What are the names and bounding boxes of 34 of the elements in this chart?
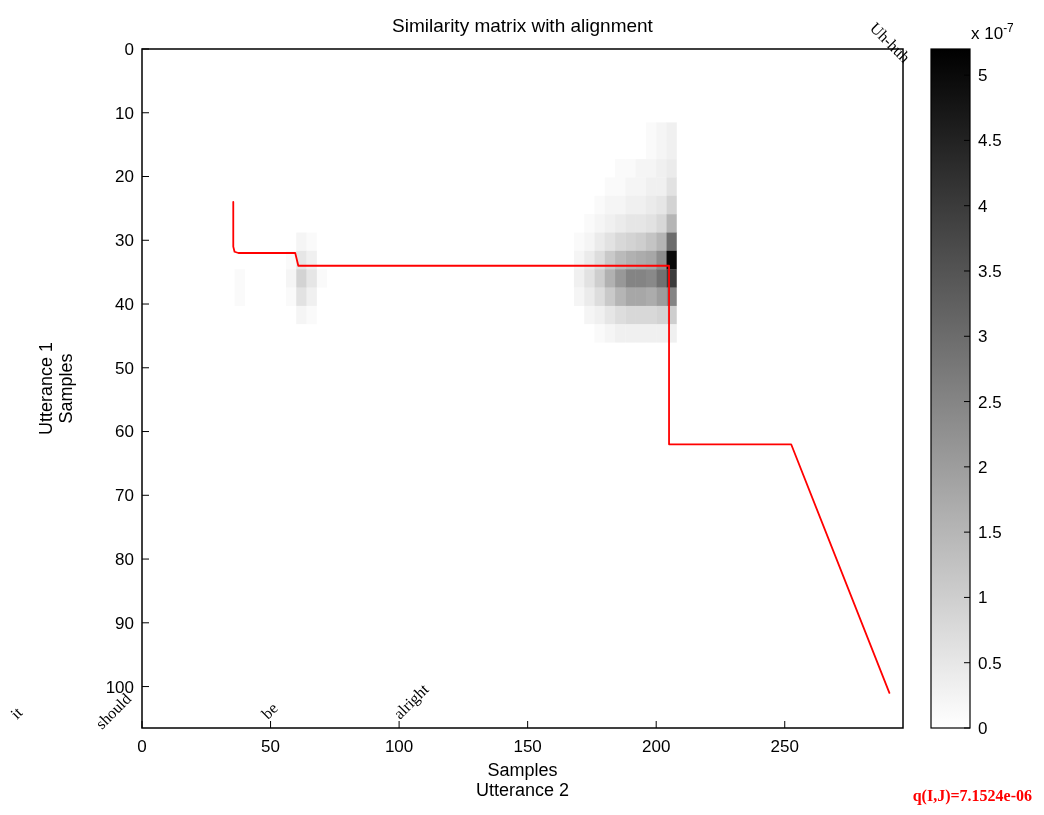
- color-bar-label: 0: [978, 718, 988, 738]
- x-axis-title: Samples Utterance 2: [475, 760, 570, 800]
- color-bar-label: 0.5: [978, 653, 1002, 673]
- y-tick-label: 0: [124, 39, 134, 59]
- y-axis-title: Utterance 1 Samples: [36, 341, 76, 436]
- text: it: [7, 703, 26, 723]
- color-bar-title: x 10$^{-7}$: [971, 21, 1015, 43]
- chart-title: Similarity matrix with alignment: [392, 15, 654, 36]
- x-tick-label: 150: [513, 737, 542, 756]
- color-bar-label: 3: [978, 327, 988, 347]
- y-tick-label: 80: [115, 550, 134, 569]
- x-tick-label: 0: [137, 737, 147, 756]
- x-tick-label: 50: [261, 737, 281, 756]
- annotation: be: [258, 699, 281, 723]
- y-tick-label: 60: [115, 422, 134, 442]
- y-tick-label: 40: [115, 294, 134, 314]
- y-tick-label: 70: [115, 486, 134, 506]
- color-bar-label: 4: [978, 196, 988, 216]
- y-tick-label: 30: [115, 231, 134, 251]
- color-bar-label: 5: [978, 66, 988, 86]
- x-tick-label: 200: [642, 737, 671, 756]
- color-bar-label: 1.5: [978, 523, 1002, 543]
- x-tick-label: 250: [770, 737, 799, 756]
- y-tick-label: 20: [115, 167, 134, 187]
- x-tick-label: 100: [384, 737, 414, 756]
- y-tick-label: 90: [115, 613, 134, 633]
- color-bar-label: 3.5: [978, 261, 1002, 281]
- y-tick-label: 10: [115, 103, 134, 123]
- color-bar-label: 2: [978, 457, 988, 477]
- text: q(I,J)=7.1524e-06: [912, 787, 1032, 805]
- color-bar-label: 4.5: [978, 131, 1002, 151]
- y-tick-label: 50: [115, 358, 134, 378]
- color-bar-label: 1: [978, 588, 988, 608]
- color-bar-label: 2.5: [978, 392, 1002, 412]
